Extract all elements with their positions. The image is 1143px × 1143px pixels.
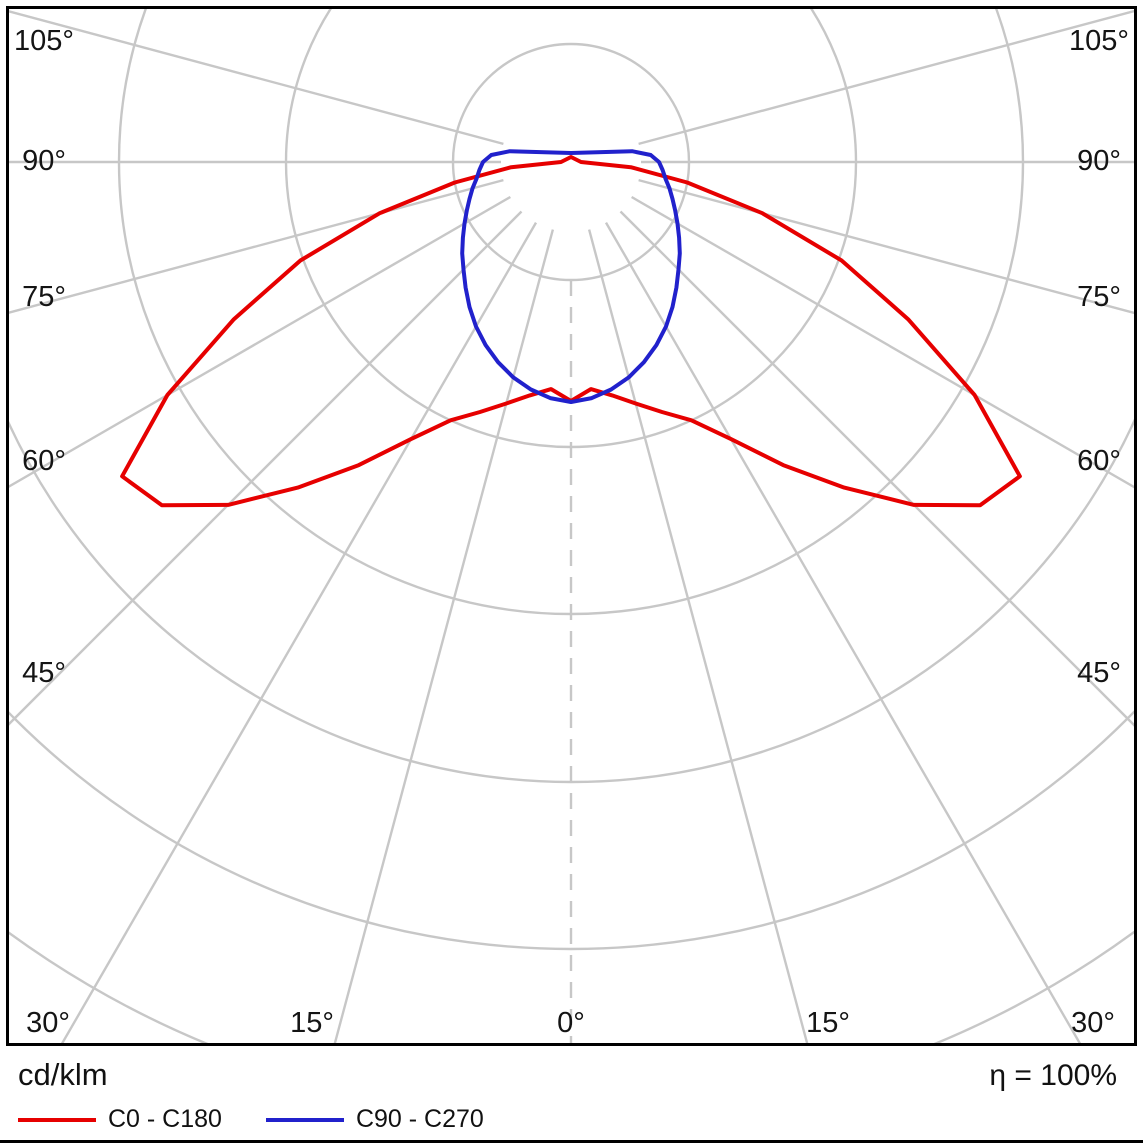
polar-chart: 105° 90° 75° 60° 45° 105° 90° 75° 60° 45° 30° 15° 0°… [6,6,1137,1046]
legend-label-c90-c270: C90 - C270 [355,1105,484,1133]
footer-row: cd/klm η = 100% [0,1047,1143,1093]
angle-label-right: 105° [1069,25,1129,57]
plot-border [6,6,1137,1046]
polar-chart-frame: 105° 90° 75° 60° 45° 105° 90° 75° 60° 45° 30° 15° 0°… [6,6,1137,1046]
efficiency-label: η = 100% [989,1059,1117,1092]
c90-c270-line-swatch [265,1117,344,1122]
angle-label-bottom: 30° [1071,1007,1115,1039]
legend-item-c90-c270: C90 - C270 [265,1105,484,1134]
angle-label-right: 45° [1077,657,1121,689]
angle-label-right: 75° [1077,281,1121,313]
chart-footer: cd/klm η = 100% C0 - C180 C90 - C270 [0,1047,1143,1143]
legend: C0 - C180 C90 - C270 [0,1093,1143,1134]
angle-labels: 105° 90° 75° 60° 45° 105° 90° 75° 60° 45° 30° 15° 0°… [14,25,1129,1039]
unit-label: cd/klm [18,1057,108,1092]
angle-label-bottom: 0° [557,1007,585,1039]
c0-c180-line-swatch [18,1117,96,1122]
photometric-curves [120,149,1022,508]
legend-label-c0-c180: C0 - C180 [108,1105,222,1133]
angle-label-right: 90° [1077,145,1121,177]
angle-label-left: 75° [22,281,66,313]
angle-label-bottom: 30° [26,1007,70,1039]
legend-item-c0-c180: C0 - C180 [18,1105,222,1134]
angle-label-left: 105° [14,25,74,57]
angle-label-right: 60° [1077,445,1121,477]
angle-label-bottom: 15° [806,1007,850,1039]
angle-label-bottom: 15° [290,1007,334,1039]
angle-label-left: 45° [22,657,66,689]
c90-c270-curve [460,149,682,404]
angle-label-left: 60° [22,445,66,477]
angle-label-left: 90° [22,145,66,177]
bottom-rule [0,1140,1143,1143]
polar-grid [9,9,1134,1044]
